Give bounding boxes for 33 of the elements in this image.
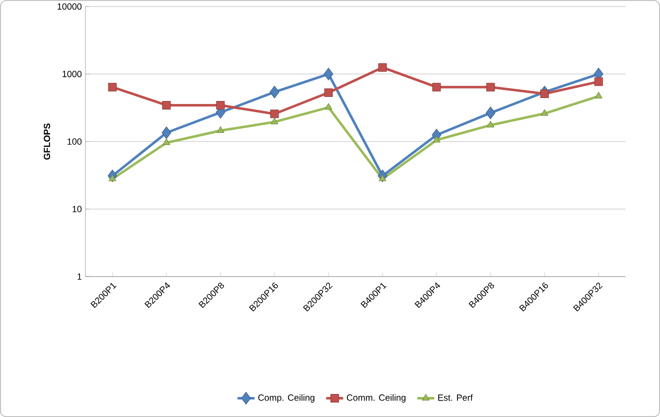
point — [540, 109, 548, 116]
point — [324, 103, 332, 110]
point — [432, 82, 441, 92]
point — [378, 174, 386, 182]
point — [108, 174, 116, 182]
point — [594, 92, 602, 98]
y-tick-label: 10 — [72, 206, 82, 212]
legend-label: Comm. Ceiling — [346, 394, 406, 403]
point — [162, 138, 170, 145]
y-axis-title: GFLOPS — [44, 123, 50, 160]
point — [486, 82, 495, 92]
point — [594, 77, 603, 86]
y-tick-label: 1000 — [62, 70, 82, 78]
point — [324, 88, 333, 97]
point — [216, 100, 225, 110]
point — [486, 120, 494, 128]
point — [324, 68, 334, 80]
legend-label: Comp. Ceiling — [258, 394, 314, 403]
legend-label: Est. Perf — [438, 394, 473, 401]
y-tick-label: 10000 — [58, 3, 82, 10]
point — [540, 90, 549, 98]
point — [216, 126, 224, 133]
point — [486, 106, 496, 120]
y-tick-label: 100 — [68, 138, 82, 145]
y-tick-label: 1 — [78, 273, 82, 280]
point — [108, 82, 117, 92]
point — [270, 118, 278, 124]
point — [270, 110, 279, 118]
point — [270, 86, 280, 98]
point — [162, 126, 172, 139]
point — [432, 136, 440, 142]
point — [162, 100, 171, 110]
point — [378, 63, 387, 72]
